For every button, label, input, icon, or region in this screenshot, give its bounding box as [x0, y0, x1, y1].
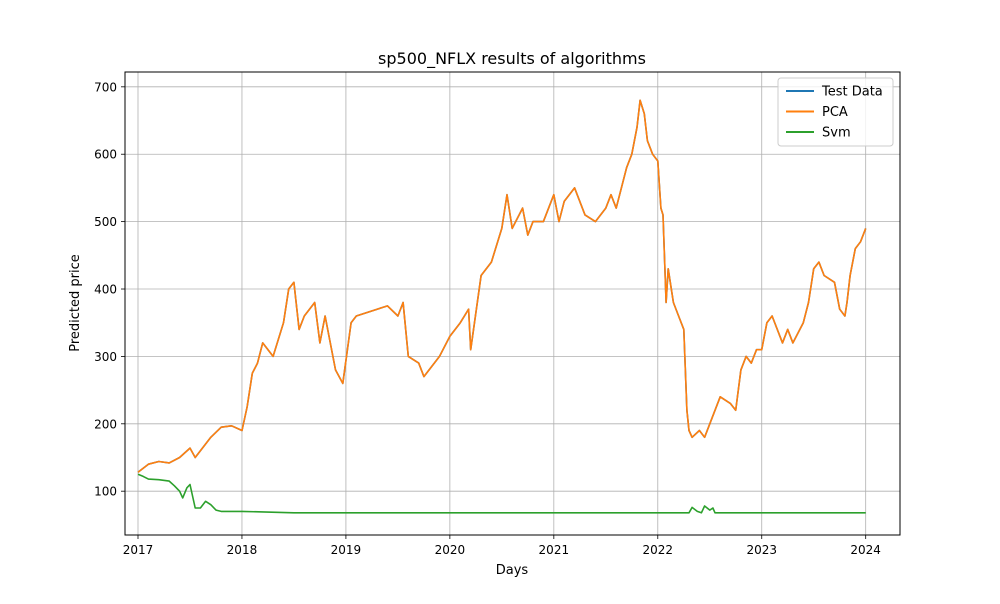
- axis-ticks: 2017 2018 2019 2020 2021 2022 2023 2024 100 200 30…: [94, 80, 881, 557]
- y-tick-label: 600: [94, 148, 117, 162]
- x-tick-label: 2022: [643, 543, 674, 557]
- grid-lines: [125, 72, 900, 535]
- legend: Test Data PCA Svm: [777, 77, 894, 147]
- x-tick-label: 2021: [539, 543, 570, 557]
- x-tick-label: 2023: [746, 543, 777, 557]
- legend-label: Svm: [822, 126, 851, 141]
- x-tick-label: 2019: [331, 543, 362, 557]
- x-tick-label: 2020: [435, 543, 466, 557]
- chart-title: sp500_NFLX results of algorithms: [378, 49, 646, 69]
- plot-frame: [124, 71, 901, 536]
- legend-box: [777, 77, 894, 147]
- legend-label: Test Data: [821, 85, 883, 100]
- x-tick-label: 2018: [227, 543, 258, 557]
- series-line-svm: [137, 473, 866, 514]
- y-tick-label: 700: [94, 80, 117, 94]
- series-lines: [137, 99, 867, 514]
- series-line-pca: [137, 99, 867, 473]
- y-tick-label: 200: [94, 417, 117, 431]
- legend-label: PCA: [822, 105, 848, 120]
- x-tick-label: 2017: [123, 543, 154, 557]
- y-tick-label: 400: [94, 283, 117, 297]
- x-tick-label: 2024: [850, 543, 881, 557]
- y-tick-label: 100: [94, 485, 117, 499]
- y-tick-label: 300: [94, 350, 117, 364]
- x-axis-label: Days: [496, 563, 529, 578]
- y-axis-label: Predicted price: [68, 254, 83, 352]
- y-tick-label: 500: [94, 215, 117, 229]
